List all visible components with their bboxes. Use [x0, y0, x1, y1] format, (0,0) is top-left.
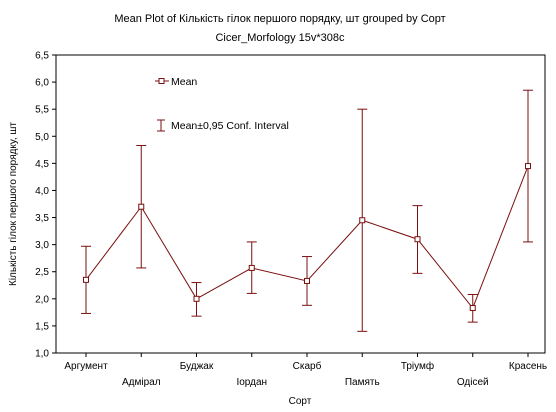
y-tick-label: 4,5: [35, 159, 49, 170]
mean-point: [248, 264, 255, 271]
y-tick-label: 1,0: [35, 349, 49, 360]
y-tick-label: 5,0: [35, 132, 49, 143]
mean-point: [525, 163, 531, 170]
legend-ci-label: Mean±0,95 Conf. Interval: [171, 120, 289, 132]
mean-point: [469, 305, 476, 312]
x-tick-label: Скарб: [293, 360, 322, 372]
mean-point: [414, 236, 421, 243]
plot-area-frame: [55, 54, 546, 354]
x-tick-label: Аргумент: [64, 361, 108, 372]
legend-mean-marker: [158, 78, 165, 84]
chart-title: Mean Plot of Кількість гілок першого пор…: [114, 13, 445, 25]
y-tick-label: 1,5: [35, 321, 49, 332]
mean-series: [81, 89, 533, 332]
x-tick-label: Адмірал: [122, 377, 161, 388]
x-tick-label: Одісей: [457, 377, 489, 388]
legend: Mean Mean±0,95 Conf. Interval: [155, 76, 289, 132]
x-axis-label: Сорт: [289, 396, 312, 407]
mean-point: [304, 277, 310, 284]
mean-point: [193, 295, 200, 302]
y-tick-label: 3,5: [35, 213, 49, 224]
y-tick-label: 2,0: [35, 294, 49, 305]
y-tick-label: 6,5: [35, 51, 49, 62]
x-tick-label: Іордан: [236, 377, 267, 388]
y-tick-label: 3,0: [35, 240, 49, 251]
x-tick-label: Память: [345, 377, 380, 388]
y-axis: 1,0 1,5 2,0 2,5 3,0 3,5 4,0 4,5 5,0 5,5 6,0 6,5: [35, 51, 56, 360]
y-tick-label: 5,5: [35, 105, 49, 116]
mean-point: [83, 276, 89, 283]
mean-point: [359, 217, 366, 224]
legend-mean-label: Mean: [171, 76, 197, 88]
x-tick-label: Тріумф: [401, 360, 434, 372]
mean-point: [138, 203, 145, 210]
y-axis-label: Кількість гілок першого порядку, шт: [8, 122, 19, 286]
y-tick-label: 6,0: [35, 78, 49, 89]
y-tick-label: 4,0: [35, 186, 49, 197]
x-tick-label: Красень: [509, 361, 547, 372]
chart-subtitle: Cicer_Morfology 15v*308c: [215, 32, 345, 44]
x-axis: Аргумент Адмірал Буджак Іордан Скарб Память Тр…: [64, 353, 547, 388]
y-tick-label: 2,5: [35, 267, 49, 278]
x-tick-label: Буджак: [180, 361, 214, 372]
